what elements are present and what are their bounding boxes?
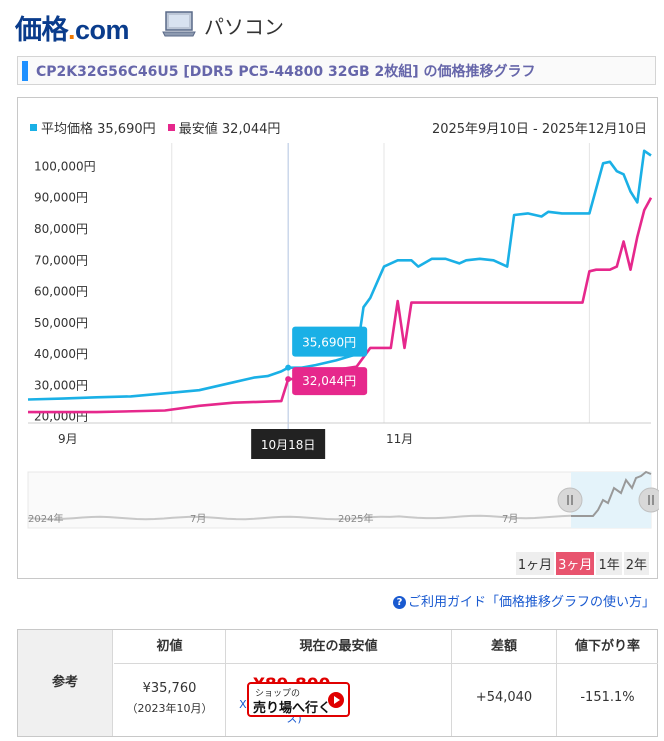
- cursor-date-label: 10月18日: [261, 438, 316, 452]
- page-title: CP2K32G56C46U5 [DDR5 PC5-44800 32GB 2枚組]…: [36, 64, 536, 80]
- initial-price: ¥35,760: [142, 681, 197, 696]
- y-tick-label: 50,000円: [34, 316, 88, 330]
- page-title-bar: CP2K32G56C46U5 [DDR5 PC5-44800 32GB 2枚組]…: [17, 56, 656, 85]
- laptop-icon: [162, 11, 196, 37]
- shop-button-text: 売り場へ行く: [253, 701, 332, 716]
- tooltip-average-bg: [292, 326, 368, 357]
- tooltip-lowest-value: 32,044円: [302, 374, 356, 388]
- initial-date: （2023年10月）: [126, 702, 213, 715]
- lowest-price-line: [28, 197, 653, 414]
- chart-date-range: 2025年9月10日 - 2025年12月10日: [431, 122, 647, 137]
- guide-link-text: ご利用ガイド「価格推移グラフの使い方」: [407, 595, 655, 610]
- y-tick-label: 80,000円: [34, 222, 88, 236]
- y-tick-label: 60,000円: [34, 285, 88, 299]
- go-to-shop-button[interactable]: ショップの 売り場へ行く: [247, 682, 350, 717]
- range-button-3m[interactable]: 3ヶ月: [556, 552, 595, 575]
- drop-rate-value: -151.1%: [580, 690, 635, 705]
- navigator-left-handle[interactable]: [557, 487, 583, 513]
- legend-swatch-lowest: [167, 124, 175, 131]
- divider: [556, 630, 557, 736]
- logo-com: com: [75, 15, 130, 45]
- range-buttons: 1ヶ月 3ヶ月 1年 2年: [514, 552, 649, 575]
- divider: [451, 630, 452, 736]
- y-tick-label: 40,000円: [34, 347, 88, 361]
- price-chart-panel: 20,000円 30,000円 40,000円 50,000円 60,000円 70,00…: [17, 97, 659, 580]
- logo-dot: .: [68, 15, 76, 45]
- navigator-recent-line: [571, 470, 652, 517]
- tooltip-average-value: 35,690円: [302, 336, 356, 350]
- range-button-2y[interactable]: 2年: [623, 552, 649, 575]
- x-tick-label: 9月: [58, 432, 78, 446]
- navigator-label: 7月: [502, 513, 518, 525]
- header-current-lowest: 現在の最安値: [226, 630, 451, 664]
- divider: [225, 630, 226, 736]
- reference-table: 参考 初値 現在の最安値 差額 値下がり率 ¥35,760 （2023年10月）…: [17, 629, 658, 737]
- x-tick-label: 11月: [386, 432, 413, 446]
- cursor-date-bg: [251, 429, 326, 459]
- navigator-selection: [571, 472, 651, 528]
- header-initial-price: 初値: [114, 630, 225, 664]
- site-header: 価格.com パソコン: [0, 0, 664, 48]
- difference-text: +54,040: [475, 690, 533, 705]
- drop-rate-cell: -151.1%: [557, 664, 658, 736]
- y-tick-label: 30,000円: [34, 378, 88, 392]
- navigator-label: 7月: [190, 513, 206, 525]
- legend-swatch-average: [30, 124, 37, 131]
- play-arrow-icon: [328, 692, 344, 708]
- navigator-label: 2025年: [338, 512, 373, 525]
- legend-label-lowest: 最安値 32,044円: [178, 122, 281, 137]
- navigator-history-line: [27, 514, 572, 521]
- price-history-chart[interactable]: 20,000円30,000円40,000円50,000円60,000円70,00…: [18, 98, 659, 580]
- header-difference: 差額: [452, 630, 556, 664]
- average-marker: [285, 364, 292, 371]
- title-accent: [22, 61, 28, 81]
- initial-price-cell: ¥35,760 （2023年10月）: [114, 664, 225, 736]
- section-label[interactable]: パソコン: [204, 15, 284, 39]
- lowest-marker: [285, 376, 292, 383]
- difference-cell: +54,040: [452, 664, 556, 736]
- chart-legend: 平均価格 35,690円 最安値 32,044円: [30, 118, 280, 137]
- average-price-line: [27, 149, 652, 401]
- kakaku-logo[interactable]: 価格.com: [15, 8, 130, 47]
- shop-button-small-text: ショップの: [255, 689, 301, 699]
- navigator-label: 2024年: [28, 512, 63, 525]
- y-tick-label: 100,000円: [34, 159, 96, 173]
- y-tick-label: 90,000円: [34, 191, 88, 205]
- range-button-1y[interactable]: 1年: [596, 552, 622, 575]
- legend-label-average: 平均価格 35,690円: [41, 122, 156, 137]
- guide-link[interactable]: ? ご利用ガイド「価格推移グラフの使い方」: [392, 591, 655, 610]
- logo-kakaku: 価格: [15, 15, 69, 45]
- legend-item-lowest[interactable]: 最安値 32,044円: [167, 122, 281, 137]
- range-button-1m[interactable]: 1ヶ月: [515, 552, 555, 575]
- y-tick-label: 70,000円: [34, 253, 88, 267]
- help-icon: ?: [392, 596, 406, 609]
- tooltip-lowest-bg: [292, 367, 368, 396]
- legend-item-average[interactable]: 平均価格 35,690円: [30, 122, 156, 137]
- header-drop-rate: 値下がり率: [557, 630, 658, 664]
- difference-value: +54,040: [452, 690, 556, 705]
- reference-label: 参考: [18, 630, 113, 736]
